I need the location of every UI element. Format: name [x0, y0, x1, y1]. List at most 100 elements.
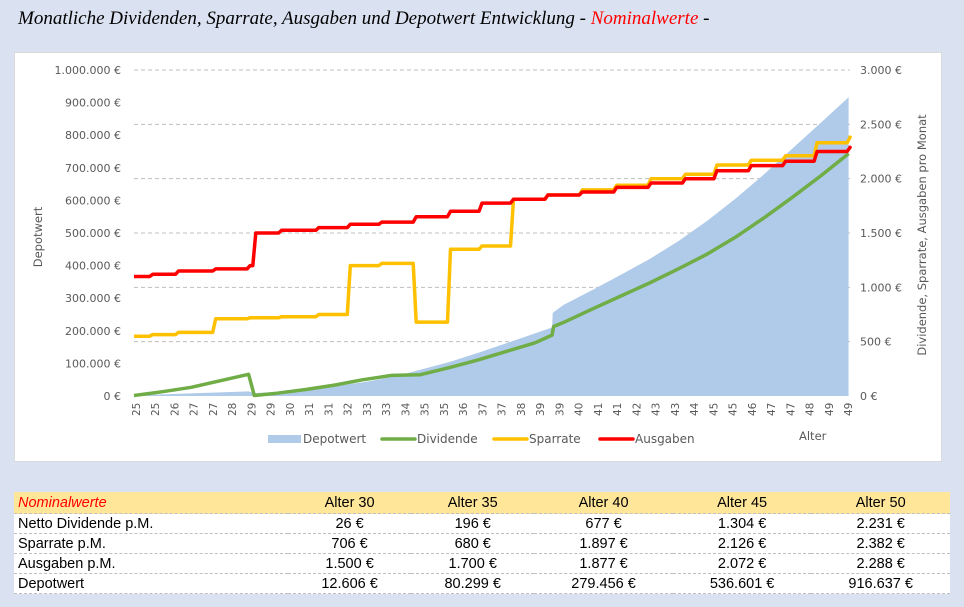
cell: 2.382 €	[811, 533, 950, 554]
x-tick-label: 31	[304, 403, 316, 416]
legend-swatch-depotwert	[268, 435, 301, 443]
x-tick-label: 43	[651, 403, 663, 416]
x-tick-label: 37	[477, 403, 489, 416]
right-tick-label: 3.000 €	[860, 64, 902, 77]
title-main: Monatliche Dividenden, Sparrate, Ausgabe…	[18, 8, 591, 29]
legend-label-ausgaben: Ausgaben	[635, 432, 695, 446]
cell: 1.304 €	[672, 513, 812, 534]
cell: 2.126 €	[672, 533, 812, 554]
x-tick-label: 33	[381, 403, 393, 416]
x-tick-label: 45	[728, 403, 740, 416]
row-label: Ausgaben p.M.	[14, 553, 288, 574]
cell: 12.606 €	[288, 573, 412, 594]
x-tick-label: 35	[420, 403, 432, 416]
column-header: Alter 45	[672, 492, 812, 514]
left-tick-label: 700.000 €	[65, 162, 121, 175]
row-label: Depotwert	[14, 573, 288, 594]
column-header: Alter 40	[534, 492, 673, 514]
chart-svg: 0 € 100.000 € 200.000 € 300.000 € 400.000 € 5…	[31, 64, 929, 446]
legend: Depotwert Dividende Sparrate Ausgaben	[268, 432, 695, 446]
x-tick-label: 43	[670, 403, 682, 416]
x-tick-label: 45	[708, 403, 720, 416]
x-tick-label: 41	[612, 403, 624, 416]
chart-panel: 0 € 100.000 € 200.000 € 300.000 € 400.000 € 5…	[14, 52, 942, 462]
x-axis: 25 25 26 27 27 28 29 29 30 31 31 32 33 33 34 35 35 36 37 37…	[131, 402, 855, 416]
table-row: Sparrate p.M. 706 € 680 € 1.897 € 2.126 …	[14, 533, 950, 554]
left-tick-label: 0 €	[104, 390, 122, 403]
cell: 916.637 €	[811, 573, 950, 594]
x-tick-label: 25	[150, 403, 162, 416]
legend-label-dividende: Dividende	[417, 432, 478, 446]
x-tick-label: 44	[689, 402, 701, 416]
cell: 196 €	[411, 513, 535, 534]
right-tick-label: 0 €	[860, 390, 878, 403]
left-axis-title: Depotwert	[31, 206, 45, 267]
left-tick-label: 400.000 €	[65, 260, 121, 273]
x-tick-label: 49	[843, 403, 855, 416]
right-tick-label: 1.500 €	[860, 227, 902, 240]
cell: 677 €	[534, 513, 673, 534]
table-corner-label: Nominalwerte	[14, 492, 288, 514]
table-row: Depotwert 12.606 € 80.299 € 279.456 € 53…	[14, 573, 950, 594]
cell: 1.500 €	[288, 553, 412, 574]
cell: 1.877 €	[534, 553, 673, 574]
x-tick-label: 46	[747, 402, 759, 416]
cell: 1.897 €	[534, 533, 673, 554]
sparrate-line	[134, 135, 852, 338]
cell: 80.299 €	[411, 573, 535, 594]
legend-label-sparrate: Sparrate	[529, 432, 581, 446]
title-accent: Nominalwerte	[590, 8, 699, 29]
left-tick-label: 500.000 €	[65, 227, 121, 240]
x-tick-label: 32	[343, 403, 355, 416]
cell: 2.288 €	[811, 553, 950, 574]
column-header: Alter 35	[411, 492, 535, 514]
left-tick-label: 600.000 €	[65, 194, 121, 207]
cell: 536.601 €	[672, 573, 812, 594]
x-tick-label: 35	[439, 403, 451, 416]
depotwert-area	[134, 97, 849, 396]
x-tick-label: 27	[208, 403, 220, 416]
right-tick-label: 500 €	[860, 336, 892, 349]
right-tick-label: 2.000 €	[860, 173, 902, 186]
x-tick-label: 38	[516, 403, 528, 416]
right-tick-label: 2.500 €	[860, 118, 902, 131]
x-tick-label: 37	[497, 403, 509, 416]
table-row: Netto Dividende p.M. 26 € 196 € 677 € 1.…	[14, 513, 950, 534]
x-tick-label: 36	[458, 402, 470, 416]
left-tick-label: 200.000 €	[65, 325, 121, 338]
left-tick-label: 900.000 €	[65, 97, 121, 110]
x-tick-label: 48	[805, 403, 817, 416]
legend-label-depotwert: Depotwert	[303, 432, 366, 446]
left-axis: 0 € 100.000 € 200.000 € 300.000 € 400.000 € 5…	[55, 64, 121, 403]
table-row: Ausgaben p.M. 1.500 € 1.700 € 1.877 € 2.…	[14, 553, 950, 574]
x-tick-label: 27	[189, 403, 201, 416]
x-tick-label: 34	[400, 402, 412, 416]
x-tick-label: 49	[824, 403, 836, 416]
right-tick-label: 1.000 €	[860, 281, 902, 294]
cell: 279.456 €	[534, 573, 673, 594]
cell: 26 €	[288, 513, 412, 534]
x-tick-label: 28	[227, 403, 239, 416]
x-tick-label: 39	[535, 403, 547, 416]
x-tick-label: 29	[246, 403, 258, 416]
x-tick-label: 41	[593, 403, 605, 416]
column-header: Alter 50	[811, 492, 950, 514]
x-tick-label: 42	[631, 403, 643, 416]
x-tick-label: 29	[266, 403, 278, 416]
x-tick-label: 47	[785, 403, 797, 416]
column-header: Alter 30	[288, 492, 412, 514]
series-group	[133, 97, 852, 398]
x-tick-label: 30	[285, 403, 297, 416]
cell: 2.231 €	[811, 513, 950, 534]
dividende-line	[133, 152, 850, 398]
x-tick-label: 31	[323, 403, 335, 416]
ausgaben-line	[134, 145, 852, 279]
title-suffix: -	[698, 8, 710, 29]
x-tick-label: 39	[554, 403, 566, 416]
row-label: Sparrate p.M.	[14, 533, 288, 554]
x-tick-label: 40	[574, 403, 586, 416]
left-tick-label: 800.000 €	[65, 129, 121, 142]
left-tick-label: 100.000 €	[65, 357, 121, 370]
x-tick-label: 26	[169, 402, 181, 416]
x-axis-title: Alter	[799, 429, 827, 443]
